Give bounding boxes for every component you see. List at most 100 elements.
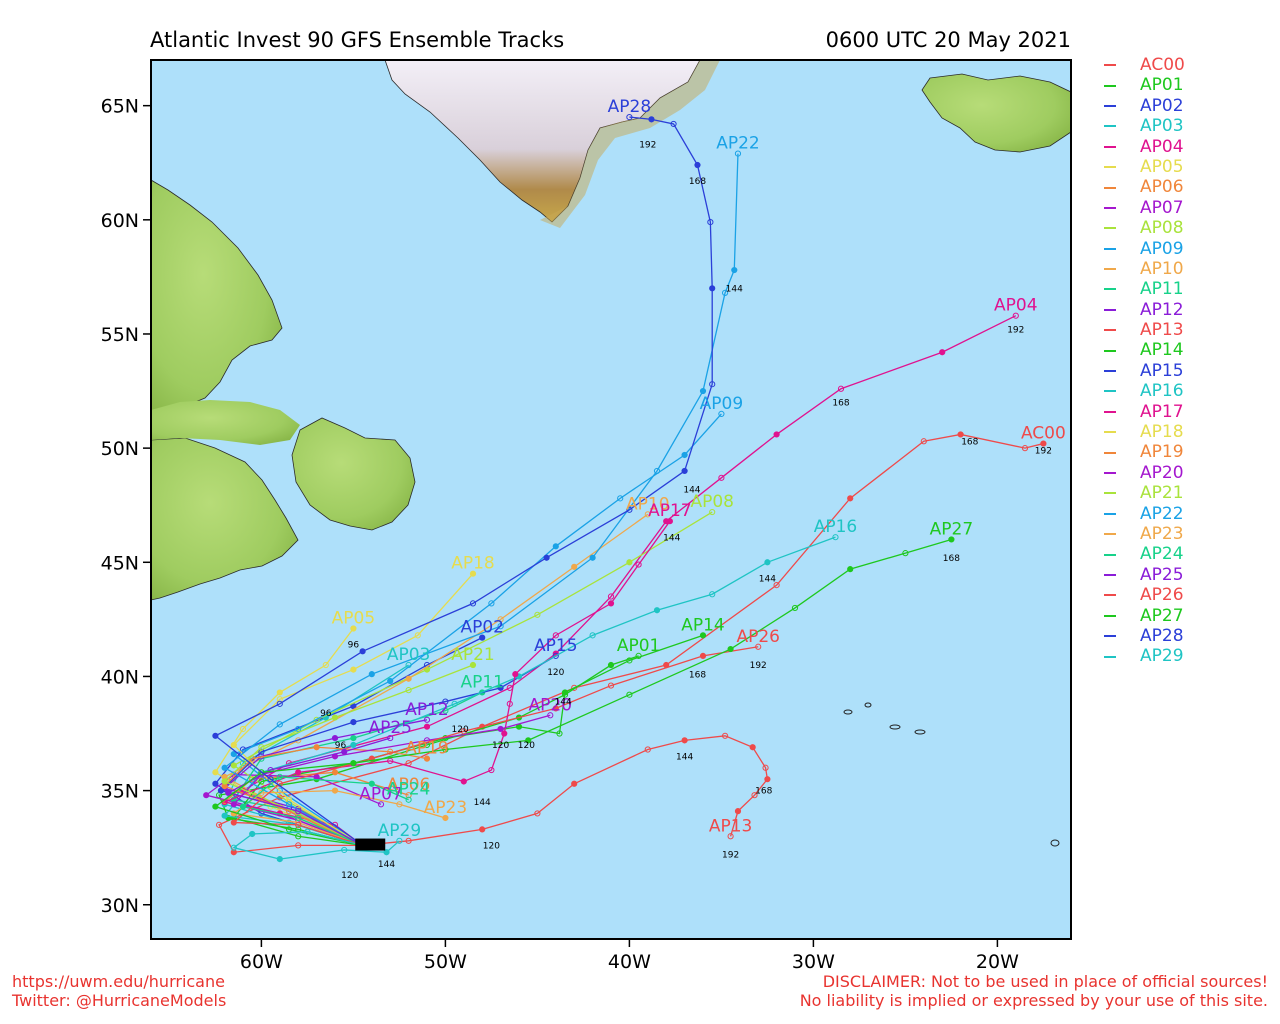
track-point (258, 789, 265, 796)
track-point (791, 604, 799, 612)
track-point (396, 801, 403, 808)
track-ap24 (241, 776, 409, 846)
twitter-handle[interactable]: Twitter: @HurricaneModels (12, 991, 227, 1010)
forecast-hour-labels: 168 192 144 96 168 192 96 120 120 144 168 192 120 120… (320, 141, 1052, 882)
track-point (331, 821, 339, 828)
track-point (920, 438, 927, 445)
track-point (230, 750, 237, 758)
track-point (626, 691, 633, 698)
track-point (423, 716, 431, 723)
legend-swatch (1104, 206, 1116, 209)
track-point (225, 789, 232, 796)
track-point (350, 741, 357, 749)
track-point (626, 657, 633, 664)
track-label-ap08: AP08 (690, 492, 734, 512)
track-point (405, 796, 412, 803)
lon-tick-label: 30W (792, 951, 835, 973)
legend-swatch (1104, 635, 1116, 638)
legend-label: AP01 (1140, 75, 1184, 96)
track-ap20 (232, 714, 551, 846)
track-label-ap12: AP12 (405, 700, 449, 720)
track-point (276, 689, 283, 696)
forecast-hour-label: 168 (961, 437, 978, 447)
lat-tick-label: 40N (101, 666, 139, 688)
legend-item-ap24: AP24 (1104, 544, 1185, 564)
forecast-hour-label: 192 (1035, 447, 1052, 457)
legend-label: AP18 (1140, 422, 1184, 443)
legend-label: AP13 (1140, 320, 1184, 341)
forecast-hour-label: 144 (663, 533, 680, 543)
track-point (295, 808, 302, 815)
track-point (230, 844, 237, 851)
madeira (1050, 839, 1060, 847)
track-point (239, 803, 247, 810)
forecast-hour-label: 144 (683, 485, 700, 495)
lon-tick-label: 40W (608, 951, 651, 973)
legend-swatch (1104, 125, 1116, 128)
track-point (589, 632, 596, 639)
landmasses (151, 60, 1071, 847)
forecast-hour-label: 192 (639, 141, 656, 151)
track-point (221, 812, 228, 819)
track-point (762, 764, 769, 771)
track-point (405, 792, 412, 799)
track-label-ap19: AP19 (405, 739, 449, 759)
legend-swatch (1104, 390, 1116, 393)
track-point (322, 661, 329, 669)
legend-swatch (1104, 268, 1116, 271)
track-point (423, 723, 431, 730)
track-label-ap06: AP06 (387, 775, 431, 795)
track-point (249, 830, 256, 838)
track-point (460, 728, 467, 735)
track-point (313, 744, 320, 751)
track-point (295, 725, 302, 733)
track-point (442, 698, 449, 705)
track-point (626, 559, 633, 566)
source-url[interactable]: https://uwm.edu/hurricane (12, 972, 225, 991)
track-point (387, 677, 394, 685)
legend-label: AP17 (1140, 401, 1184, 422)
track-point (230, 762, 237, 769)
track-label-ac00: AC00 (1021, 424, 1066, 444)
track-label-ap25: AP25 (368, 718, 412, 738)
track-point (694, 161, 701, 169)
track-label-ap07: AP07 (359, 784, 403, 804)
track-point (488, 766, 495, 774)
track-point (276, 696, 283, 703)
forecast-hour-label: 144 (555, 698, 572, 708)
legend-label: AP07 (1140, 197, 1184, 218)
track-point (534, 810, 541, 817)
legend-item-ap05: AP05 (1104, 157, 1185, 177)
track-point (902, 550, 909, 557)
lat-tick-label: 55N (101, 324, 139, 346)
track-ap28 (214, 116, 713, 846)
legend-item-ap03: AP03 (1104, 116, 1185, 136)
legend-label: AP02 (1140, 95, 1184, 116)
track-point (666, 518, 673, 525)
track-ap29 (232, 831, 400, 860)
legend-label: AP11 (1140, 279, 1184, 300)
legend-item-ap18: AP18 (1104, 422, 1185, 442)
track-point (552, 652, 559, 659)
track-point (221, 778, 228, 785)
track-point (512, 671, 519, 678)
legend-item-ap29: AP29 (1104, 646, 1185, 666)
track-point (276, 773, 283, 780)
legend: AC00 AP01 AP02 AP03 AP04 AP05 AP06 AP07 AP08 AP09… (1104, 55, 1185, 667)
legend-label: AP04 (1140, 136, 1184, 157)
track-point (469, 600, 477, 607)
legend-label: AP21 (1140, 483, 1184, 504)
map-frame (150, 59, 1072, 940)
forecast-hour-label: 168 (689, 670, 706, 680)
track-label-ap14: AP14 (681, 615, 725, 635)
iceland (921, 73, 1071, 153)
track-point (383, 849, 390, 856)
track-point (832, 534, 839, 541)
track-point (350, 666, 357, 673)
track-point (331, 734, 339, 742)
forecast-hour-label: 144 (676, 753, 693, 763)
legend-swatch (1104, 614, 1116, 617)
legend-swatch (1104, 308, 1116, 311)
